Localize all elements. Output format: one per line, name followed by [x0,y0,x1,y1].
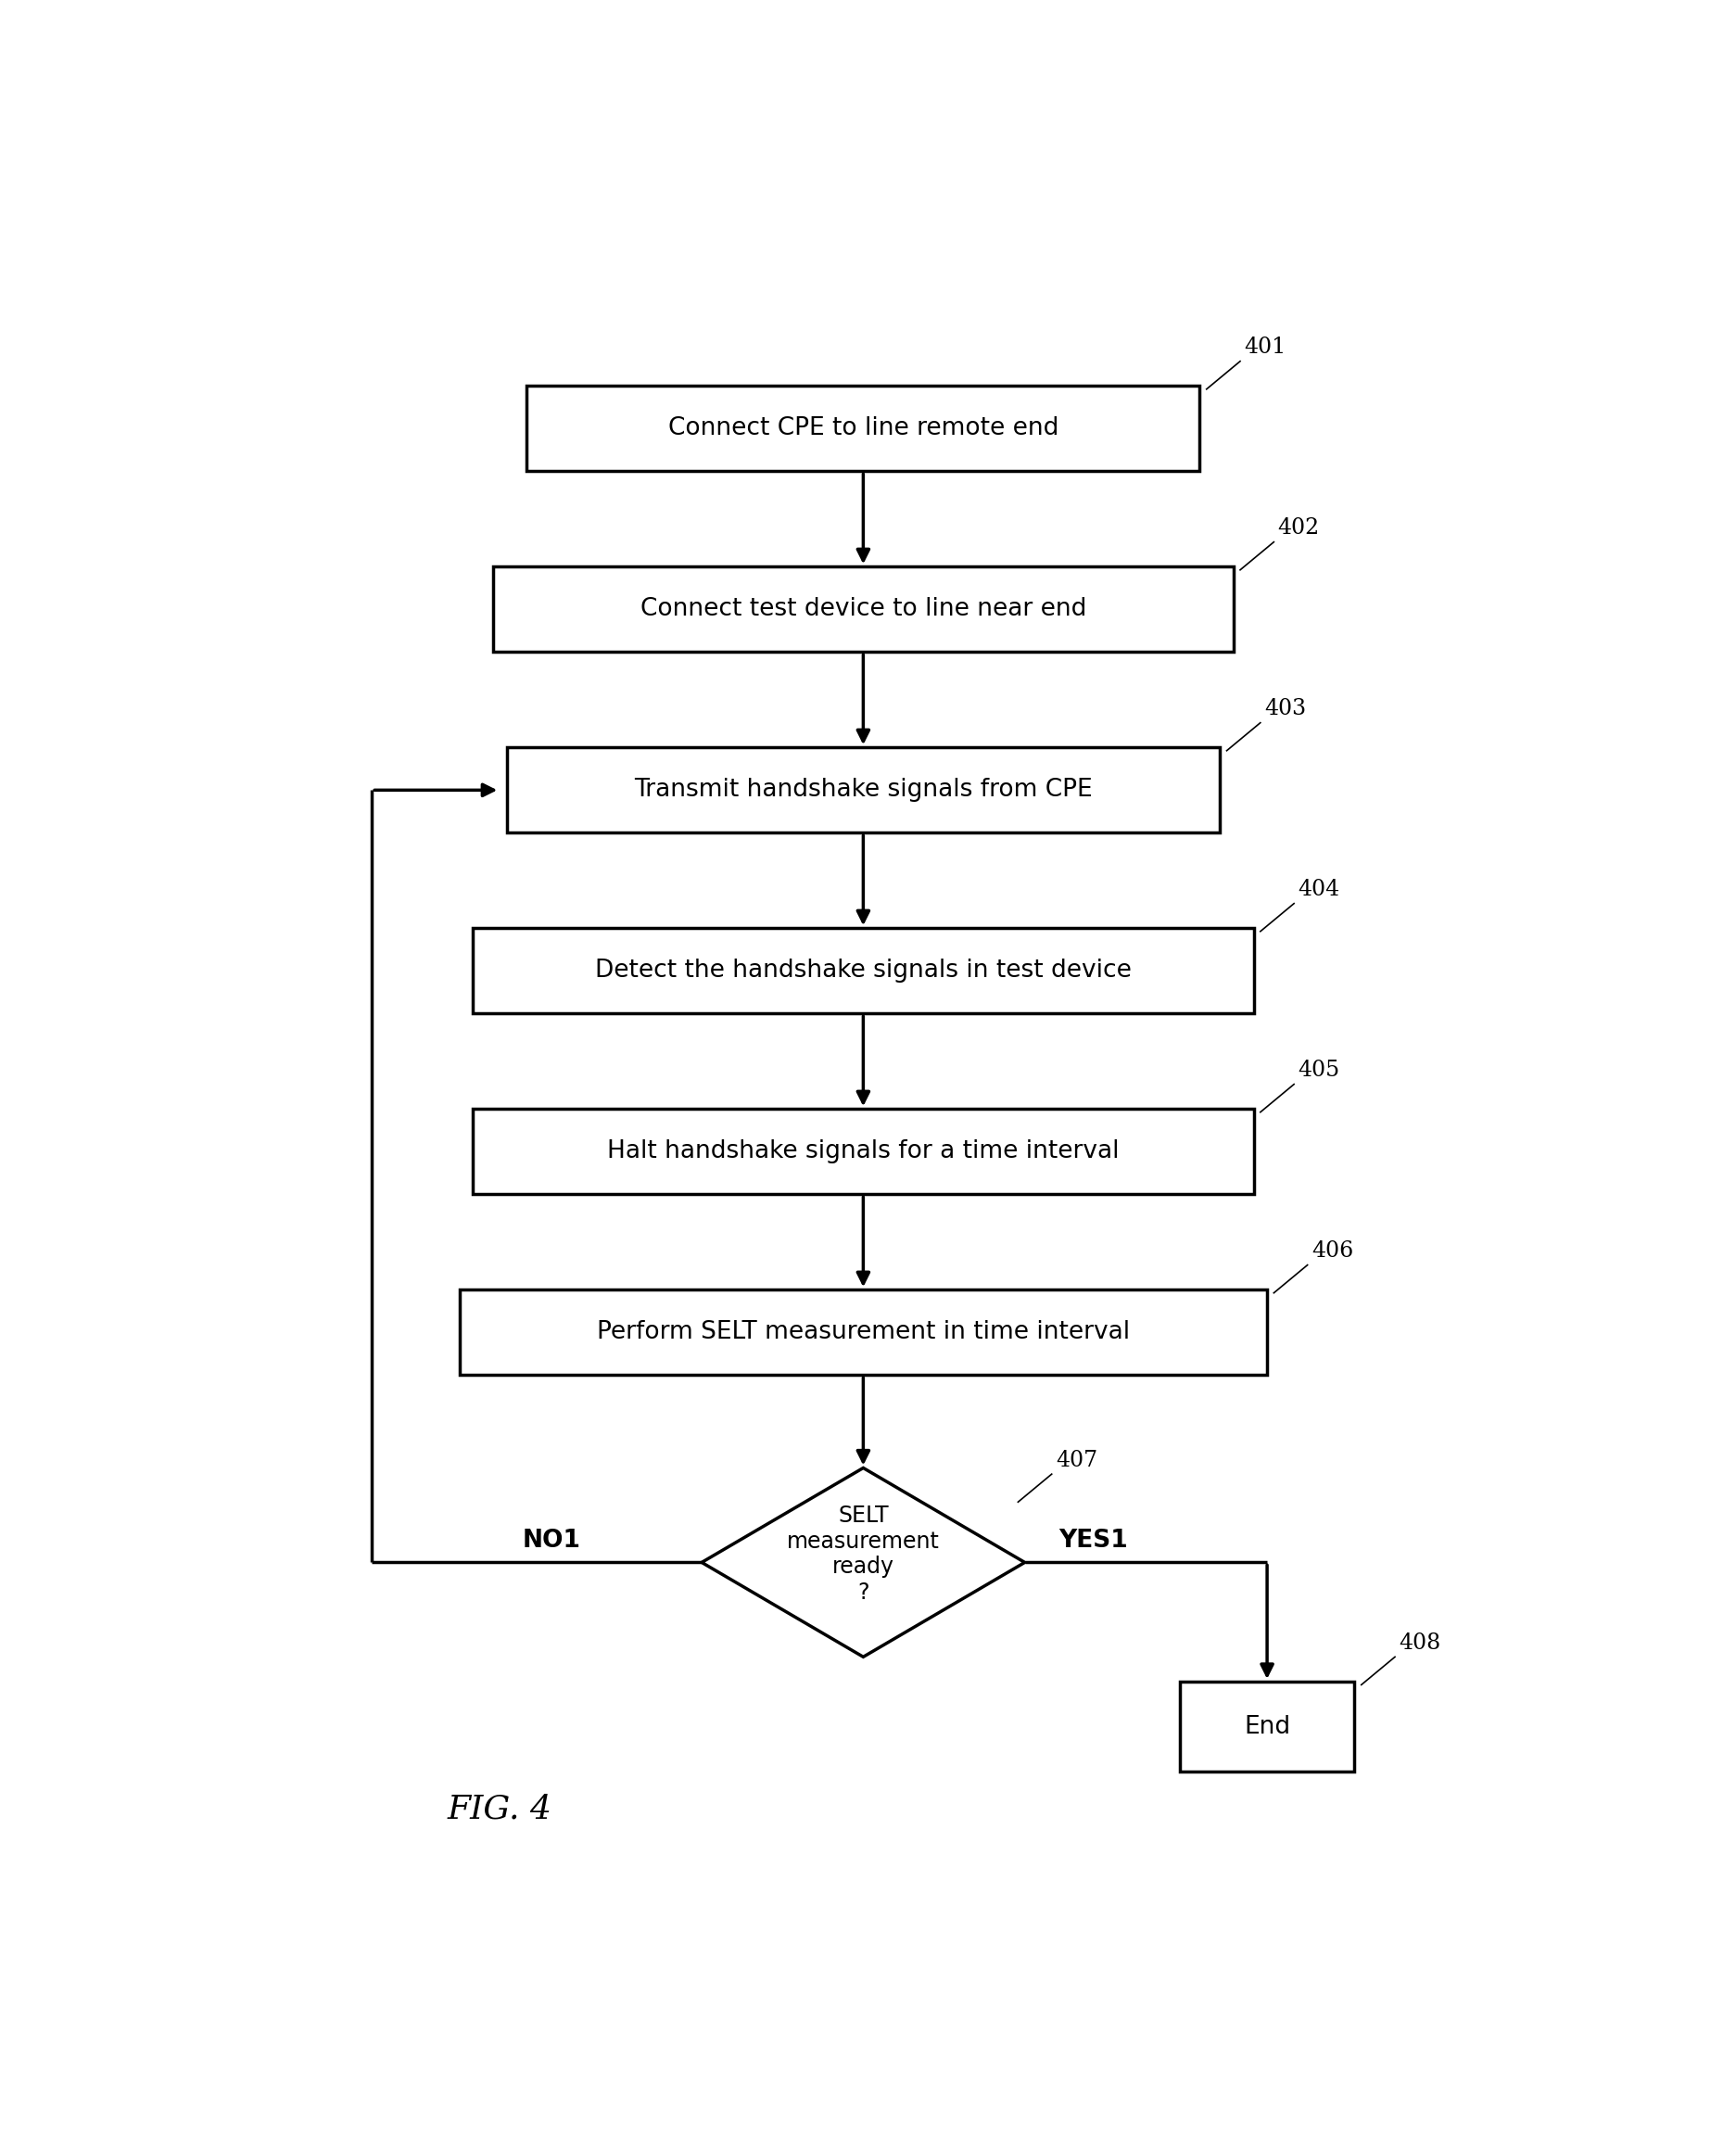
Text: Connect test device to line near end: Connect test device to line near end [641,598,1085,621]
Text: SELT
measurement
ready
?: SELT measurement ready ? [786,1504,939,1605]
Text: Perform SELT measurement in time interval: Perform SELT measurement in time interva… [597,1321,1128,1344]
Text: Transmit handshake signals from CPE: Transmit handshake signals from CPE [634,779,1092,802]
FancyBboxPatch shape [1179,1682,1354,1771]
Text: 406: 406 [1311,1240,1352,1261]
Text: 402: 402 [1278,516,1319,538]
Text: Halt handshake signals for a time interval: Halt handshake signals for a time interv… [608,1140,1118,1163]
FancyBboxPatch shape [526,386,1200,472]
Text: YES1: YES1 [1057,1528,1127,1554]
Text: 401: 401 [1243,337,1285,359]
Text: FIG. 4: FIG. 4 [448,1793,552,1825]
FancyBboxPatch shape [458,1289,1266,1374]
Text: Connect CPE to line remote end: Connect CPE to line remote end [668,416,1057,440]
Text: 405: 405 [1297,1061,1338,1082]
FancyBboxPatch shape [472,928,1253,1014]
Text: Detect the handshake signals in test device: Detect the handshake signals in test dev… [595,958,1130,984]
Text: NO1: NO1 [523,1528,580,1554]
Text: 403: 403 [1264,698,1305,719]
Text: 408: 408 [1397,1633,1441,1654]
FancyBboxPatch shape [472,1110,1253,1195]
Text: End: End [1243,1716,1290,1739]
FancyBboxPatch shape [507,747,1219,832]
Text: 407: 407 [1055,1449,1097,1470]
Polygon shape [701,1468,1024,1656]
Text: 404: 404 [1297,879,1338,901]
FancyBboxPatch shape [493,568,1233,653]
